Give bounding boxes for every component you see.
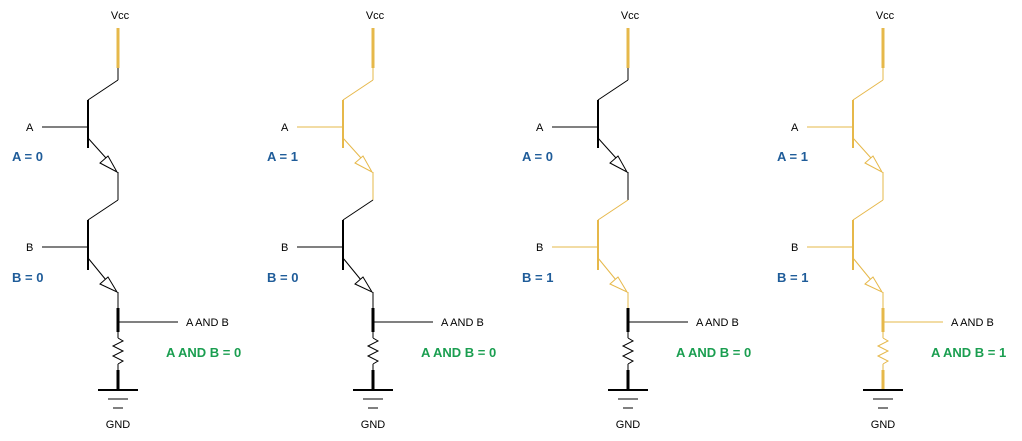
input-b-label: B — [281, 242, 288, 254]
ground-symbol — [353, 389, 393, 409]
emitter-arrow-a — [609, 155, 629, 174]
output-label: A AND B — [186, 317, 229, 329]
gnd-label: GND — [361, 419, 386, 431]
input-a-label: A — [536, 122, 544, 134]
transistor-a — [597, 100, 629, 174]
emitter-lead-a — [342, 137, 362, 159]
emitter-lead-b — [852, 257, 872, 281]
input-a-state: A = 0 — [12, 149, 43, 164]
emitter-arrow-a — [354, 155, 374, 174]
gnd-label: GND — [616, 419, 641, 431]
output-label: A AND B — [696, 317, 739, 329]
input-a-label: A — [26, 122, 34, 134]
input-a-label: A — [791, 122, 799, 134]
emitter-lead-a — [87, 137, 107, 159]
emitter-arrow-a — [99, 155, 119, 174]
vcc-label: Vcc — [111, 10, 130, 22]
gnd-label: GND — [106, 419, 131, 431]
ground-symbol — [863, 389, 903, 409]
circuit-3: Vcc A A = 0 B B = 1 A AND B A AND B = 0 GND — [522, 10, 751, 431]
output-label: A AND B — [951, 317, 994, 329]
collector-a-top — [342, 79, 374, 101]
collector-b-top — [597, 199, 629, 221]
output-state: A AND B = 0 — [166, 345, 241, 360]
collector-a-top — [852, 79, 884, 101]
transistor-b — [852, 220, 884, 294]
transistor-b — [87, 220, 119, 294]
emitter-arrow-b — [864, 276, 884, 294]
emitter-lead-b — [342, 257, 362, 281]
vcc-label: Vcc — [366, 10, 385, 22]
input-b-state: B = 0 — [12, 270, 43, 285]
collector-b-top — [87, 199, 119, 221]
output-state: A AND B = 0 — [421, 345, 496, 360]
transistor-a — [852, 100, 884, 174]
emitter-arrow-a — [864, 155, 884, 174]
transistor-b — [597, 220, 629, 294]
input-a-state: A = 1 — [267, 149, 298, 164]
transistor-b — [342, 220, 374, 294]
input-b-state: B = 1 — [777, 270, 808, 285]
ground-symbol — [98, 389, 138, 409]
collector-a-top — [597, 79, 629, 101]
output-label: A AND B — [441, 317, 484, 329]
emitter-lead-a — [852, 137, 872, 159]
input-b-label: B — [791, 242, 798, 254]
circuit-2: Vcc A A = 1 B B = 0 A AND B A AND B = 0 GND — [267, 10, 496, 431]
circuit-4: Vcc A A = 1 B B = 1 A AND B A AND B = 1 GND — [777, 10, 1006, 431]
gnd-label: GND — [871, 419, 896, 431]
input-b-state: B = 0 — [267, 270, 298, 285]
resistor — [876, 337, 890, 365]
transistor-a — [342, 100, 374, 174]
input-b-label: B — [26, 242, 33, 254]
emitter-lead-b — [87, 257, 107, 281]
input-a-state: A = 1 — [777, 149, 808, 164]
collector-a-top — [87, 79, 119, 101]
emitter-arrow-b — [609, 276, 629, 294]
emitter-lead-b — [597, 257, 617, 281]
resistor — [621, 337, 635, 365]
collector-b-top — [852, 199, 884, 221]
vcc-label: Vcc — [876, 10, 895, 22]
emitter-lead-a — [597, 137, 617, 159]
output-state: A AND B = 1 — [931, 345, 1006, 360]
vcc-label: Vcc — [621, 10, 640, 22]
circuit-1: Vcc A A = 0 B B = 0 A AND B A AND B = 0 GND — [12, 10, 241, 431]
collector-b-top — [342, 199, 374, 221]
resistor — [366, 337, 380, 365]
resistor — [111, 337, 125, 365]
input-a-state: A = 0 — [522, 149, 553, 164]
emitter-arrow-b — [354, 276, 374, 294]
ground-symbol — [608, 389, 648, 409]
emitter-arrow-b — [99, 276, 119, 294]
input-b-label: B — [536, 242, 543, 254]
transistor-a — [87, 100, 119, 174]
output-state: A AND B = 0 — [676, 345, 751, 360]
input-b-state: B = 1 — [522, 270, 553, 285]
input-a-label: A — [281, 122, 289, 134]
